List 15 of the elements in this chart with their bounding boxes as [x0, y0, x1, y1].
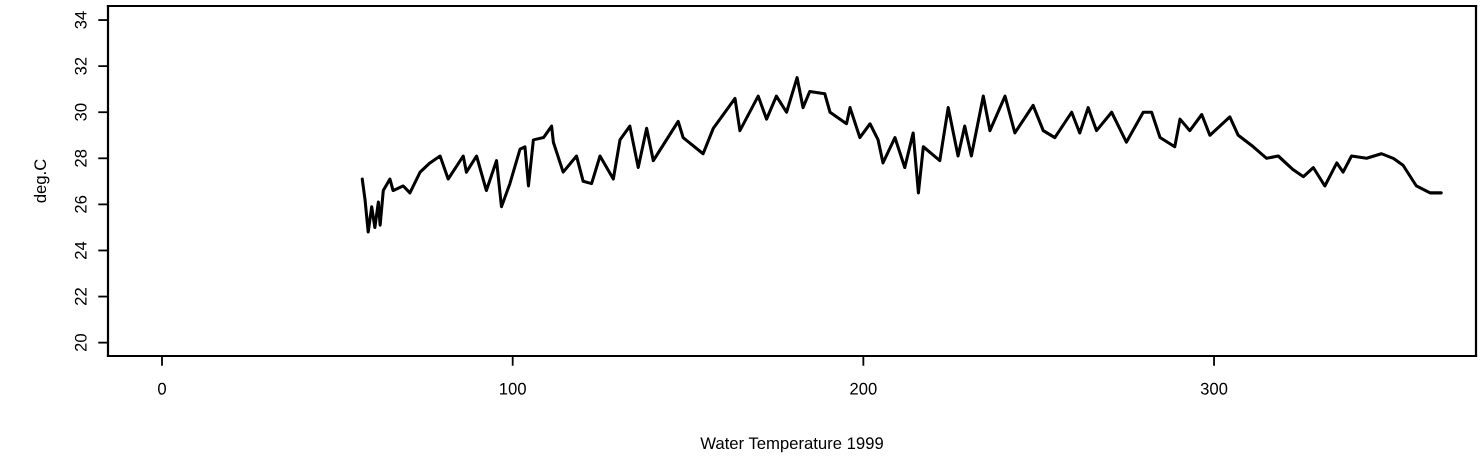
- x-axis-title: Water Temperature 1999: [700, 437, 883, 453]
- y-tick-label: 28: [74, 149, 87, 167]
- y-tick-label: 22: [74, 288, 87, 305]
- y-tick-label: 30: [74, 103, 87, 121]
- line-series: [360, 76, 1443, 234]
- x-tick-label: 100: [500, 382, 526, 395]
- y-tick-label: 26: [74, 195, 87, 213]
- y-tick-label: 20: [74, 334, 87, 352]
- y-tick-label: 32: [74, 57, 87, 75]
- y-tick-label: 24: [74, 241, 87, 259]
- y-tick-label: 34: [74, 11, 87, 29]
- x-tick-label: 200: [850, 382, 877, 395]
- x-tick-label: 0: [158, 382, 166, 395]
- y-axis-title: deg.C: [33, 159, 50, 203]
- x-tick-label: 300: [1200, 382, 1228, 395]
